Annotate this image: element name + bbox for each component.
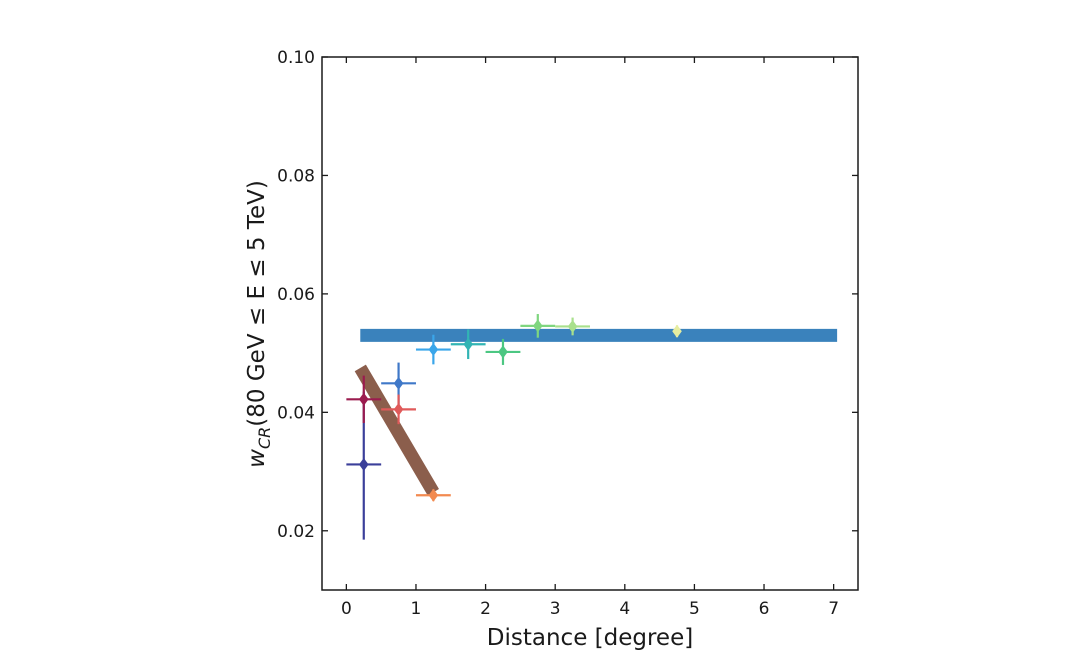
diamond-marker-5: [428, 343, 439, 357]
plot-frame: [321, 56, 859, 591]
diamond-marker-4: [428, 488, 439, 502]
x-tick-label-7: 7: [828, 599, 839, 619]
x-tick-label-3: 3: [550, 599, 561, 619]
diamond-marker-6: [463, 337, 473, 351]
data-point-1: [346, 375, 382, 423]
data-point-6: [450, 329, 486, 360]
x-axis-title: Distance [degree]: [487, 625, 693, 651]
data-point-3: [381, 394, 416, 425]
x-tick-label-5: 5: [689, 599, 700, 619]
x-tick-label-1: 1: [411, 599, 422, 619]
y-axis-title-rest: (80 GeV ≤ E ≤ 5 TeV): [244, 180, 270, 427]
y-tick-label-4: 0.10: [277, 48, 315, 68]
x-tick-label-2: 2: [480, 599, 491, 619]
data-point-4: [415, 488, 451, 502]
fit-band-0: [354, 364, 439, 496]
diamond-marker-9: [567, 319, 578, 333]
data-point-10: [672, 324, 682, 338]
diamond-marker-7: [498, 345, 508, 359]
y-axis-title-subscript: CR: [255, 427, 274, 449]
diamond-marker-0: [358, 457, 369, 471]
y-tick-label-3: 0.08: [277, 166, 315, 186]
diamond-marker-1: [358, 392, 369, 406]
x-tick-label-4: 4: [619, 599, 630, 619]
fit-bands: [354, 328, 838, 496]
diamond-marker-10: [672, 324, 682, 338]
x-axis-ticks: 0 1 2 3 4 5 6 7: [341, 57, 839, 619]
y-axis-ticks: 0.02 0.04 0.06 0.08 0.10: [277, 48, 858, 542]
diamond-marker-8: [532, 319, 543, 333]
y-axis-title: wCR(80 GeV ≤ E ≤ 5 TeV): [244, 180, 274, 468]
diamond-marker-2: [393, 376, 404, 390]
data-points: [346, 314, 682, 540]
data-point-9: [555, 317, 590, 336]
data-point-7: [485, 338, 521, 365]
y-tick-label-0: 0.02: [277, 522, 315, 542]
data-point-5: [415, 334, 451, 365]
y-tick-label-1: 0.04: [277, 403, 315, 423]
x-tick-label-6: 6: [759, 599, 770, 619]
y-tick-label-2: 0.06: [277, 285, 315, 305]
diamond-marker-3: [393, 402, 404, 416]
data-point-8: [520, 314, 556, 338]
x-tick-label-0: 0: [341, 599, 352, 619]
y-axis-title-prefix: w: [244, 449, 270, 468]
